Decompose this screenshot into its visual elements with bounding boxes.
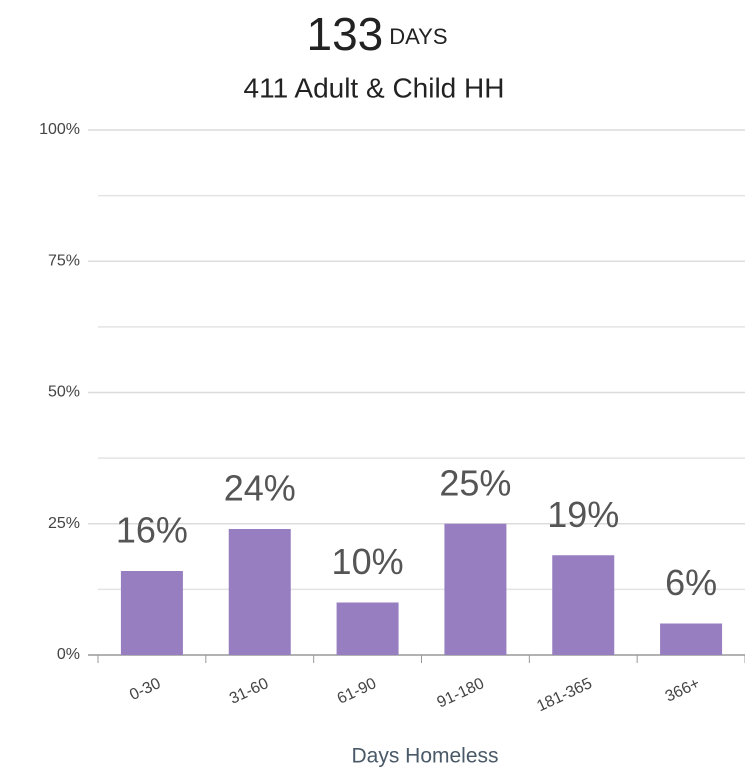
y-tick-label: 50% xyxy=(48,384,80,401)
x-tick-label: 31-60 xyxy=(227,675,271,708)
x-tick-label: 366+ xyxy=(663,675,703,706)
value-label: 6% xyxy=(665,562,717,603)
x-tick-label: 91-180 xyxy=(435,675,487,712)
title-unit: DAYS xyxy=(389,24,447,49)
bar xyxy=(228,529,291,655)
y-tick-label: 0% xyxy=(57,646,80,663)
bar xyxy=(120,571,183,655)
x-tick-label: 181-365 xyxy=(534,675,595,715)
x-tick-label: 0-30 xyxy=(127,675,163,704)
y-tick-label: 100% xyxy=(39,121,80,138)
value-label: 24% xyxy=(224,468,296,509)
bar xyxy=(336,602,399,655)
chart-title: 133 DAYS xyxy=(306,8,447,60)
value-label: 10% xyxy=(332,541,404,582)
value-label: 16% xyxy=(116,510,188,551)
bar xyxy=(444,523,507,655)
bar xyxy=(552,555,615,655)
y-tick-label: 75% xyxy=(48,252,80,269)
x-tick-label: 61-90 xyxy=(335,675,379,708)
value-label: 19% xyxy=(547,494,619,535)
x-axis-label: Days Homeless xyxy=(351,745,498,768)
chart-subtitle: 411 Adult & Child HH xyxy=(244,72,505,103)
bar xyxy=(660,623,723,655)
value-label: 25% xyxy=(439,462,511,503)
title-number: 133 xyxy=(306,8,383,60)
y-tick-label: 25% xyxy=(48,515,80,532)
